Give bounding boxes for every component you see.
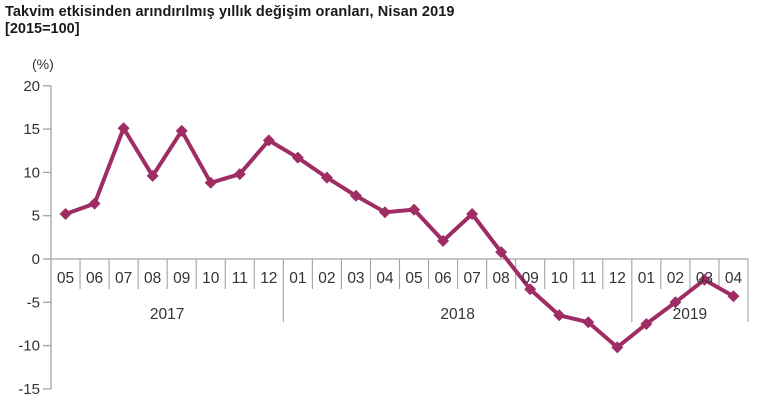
month-label: 12	[260, 270, 277, 287]
y-axis-tick-label: 20	[23, 78, 40, 95]
month-label: 10	[202, 270, 220, 287]
data-point	[175, 124, 188, 137]
data-point	[204, 176, 217, 189]
month-label: 02	[318, 270, 335, 287]
data-point	[495, 246, 508, 259]
data-point	[88, 197, 101, 210]
month-label: 03	[347, 270, 364, 287]
month-label: 03	[696, 270, 713, 287]
y-axis-tick-label: 5	[32, 208, 40, 225]
data-point	[466, 207, 479, 220]
data-point	[291, 151, 304, 164]
y-axis-tick-label: 10	[23, 164, 40, 181]
data-point	[524, 283, 537, 296]
data-point	[349, 189, 362, 202]
y-axis-tick-label: 0	[32, 251, 40, 268]
month-label: 04	[725, 270, 743, 287]
month-label: 08	[144, 270, 161, 287]
data-point	[320, 171, 333, 184]
month-label: 08	[493, 270, 510, 287]
trend-line	[63, 126, 736, 350]
data-point	[640, 317, 653, 330]
data-point	[408, 203, 421, 216]
month-label: 06	[86, 270, 103, 287]
month-label: 10	[551, 270, 569, 287]
data-point	[233, 168, 246, 181]
month-label: 05	[405, 270, 422, 287]
data-point	[117, 122, 130, 135]
data-point	[437, 234, 450, 247]
data-point	[59, 207, 72, 220]
data-point	[669, 296, 682, 309]
y-axis-tick-label: -5	[27, 294, 40, 311]
month-label: 07	[115, 270, 132, 287]
data-point	[378, 206, 391, 219]
y-axis-tick-label: 15	[23, 121, 40, 138]
month-label: 09	[173, 270, 190, 287]
year-label: 2019	[673, 306, 707, 323]
month-label: 01	[638, 270, 655, 287]
chart-title: Takvim etkisinden arındırılmış yıllık de…	[5, 4, 455, 20]
month-label: 09	[522, 270, 539, 287]
y-axis-unit-label: (%)	[32, 56, 54, 72]
data-point	[727, 290, 740, 303]
data-point	[553, 309, 566, 322]
month-label: 02	[667, 270, 684, 287]
chart-subtitle: [2015=100]	[5, 21, 80, 37]
data-point	[611, 341, 624, 354]
month-label: 05	[57, 270, 74, 287]
year-label: 2018	[440, 306, 474, 323]
y-axis-tick-label: -10	[18, 338, 40, 355]
y-axis-tick-label: -15	[18, 381, 40, 398]
month-label: 01	[289, 270, 306, 287]
data-point	[146, 169, 159, 182]
month-label: 06	[434, 270, 451, 287]
month-label: 12	[609, 270, 626, 287]
year-label: 2017	[150, 306, 184, 323]
month-label: 11	[232, 270, 248, 287]
month-label: 07	[463, 270, 480, 287]
data-point	[698, 273, 711, 286]
month-label: 11	[580, 270, 596, 287]
data-point	[262, 134, 275, 147]
data-point	[582, 316, 595, 329]
month-label: 04	[376, 270, 394, 287]
